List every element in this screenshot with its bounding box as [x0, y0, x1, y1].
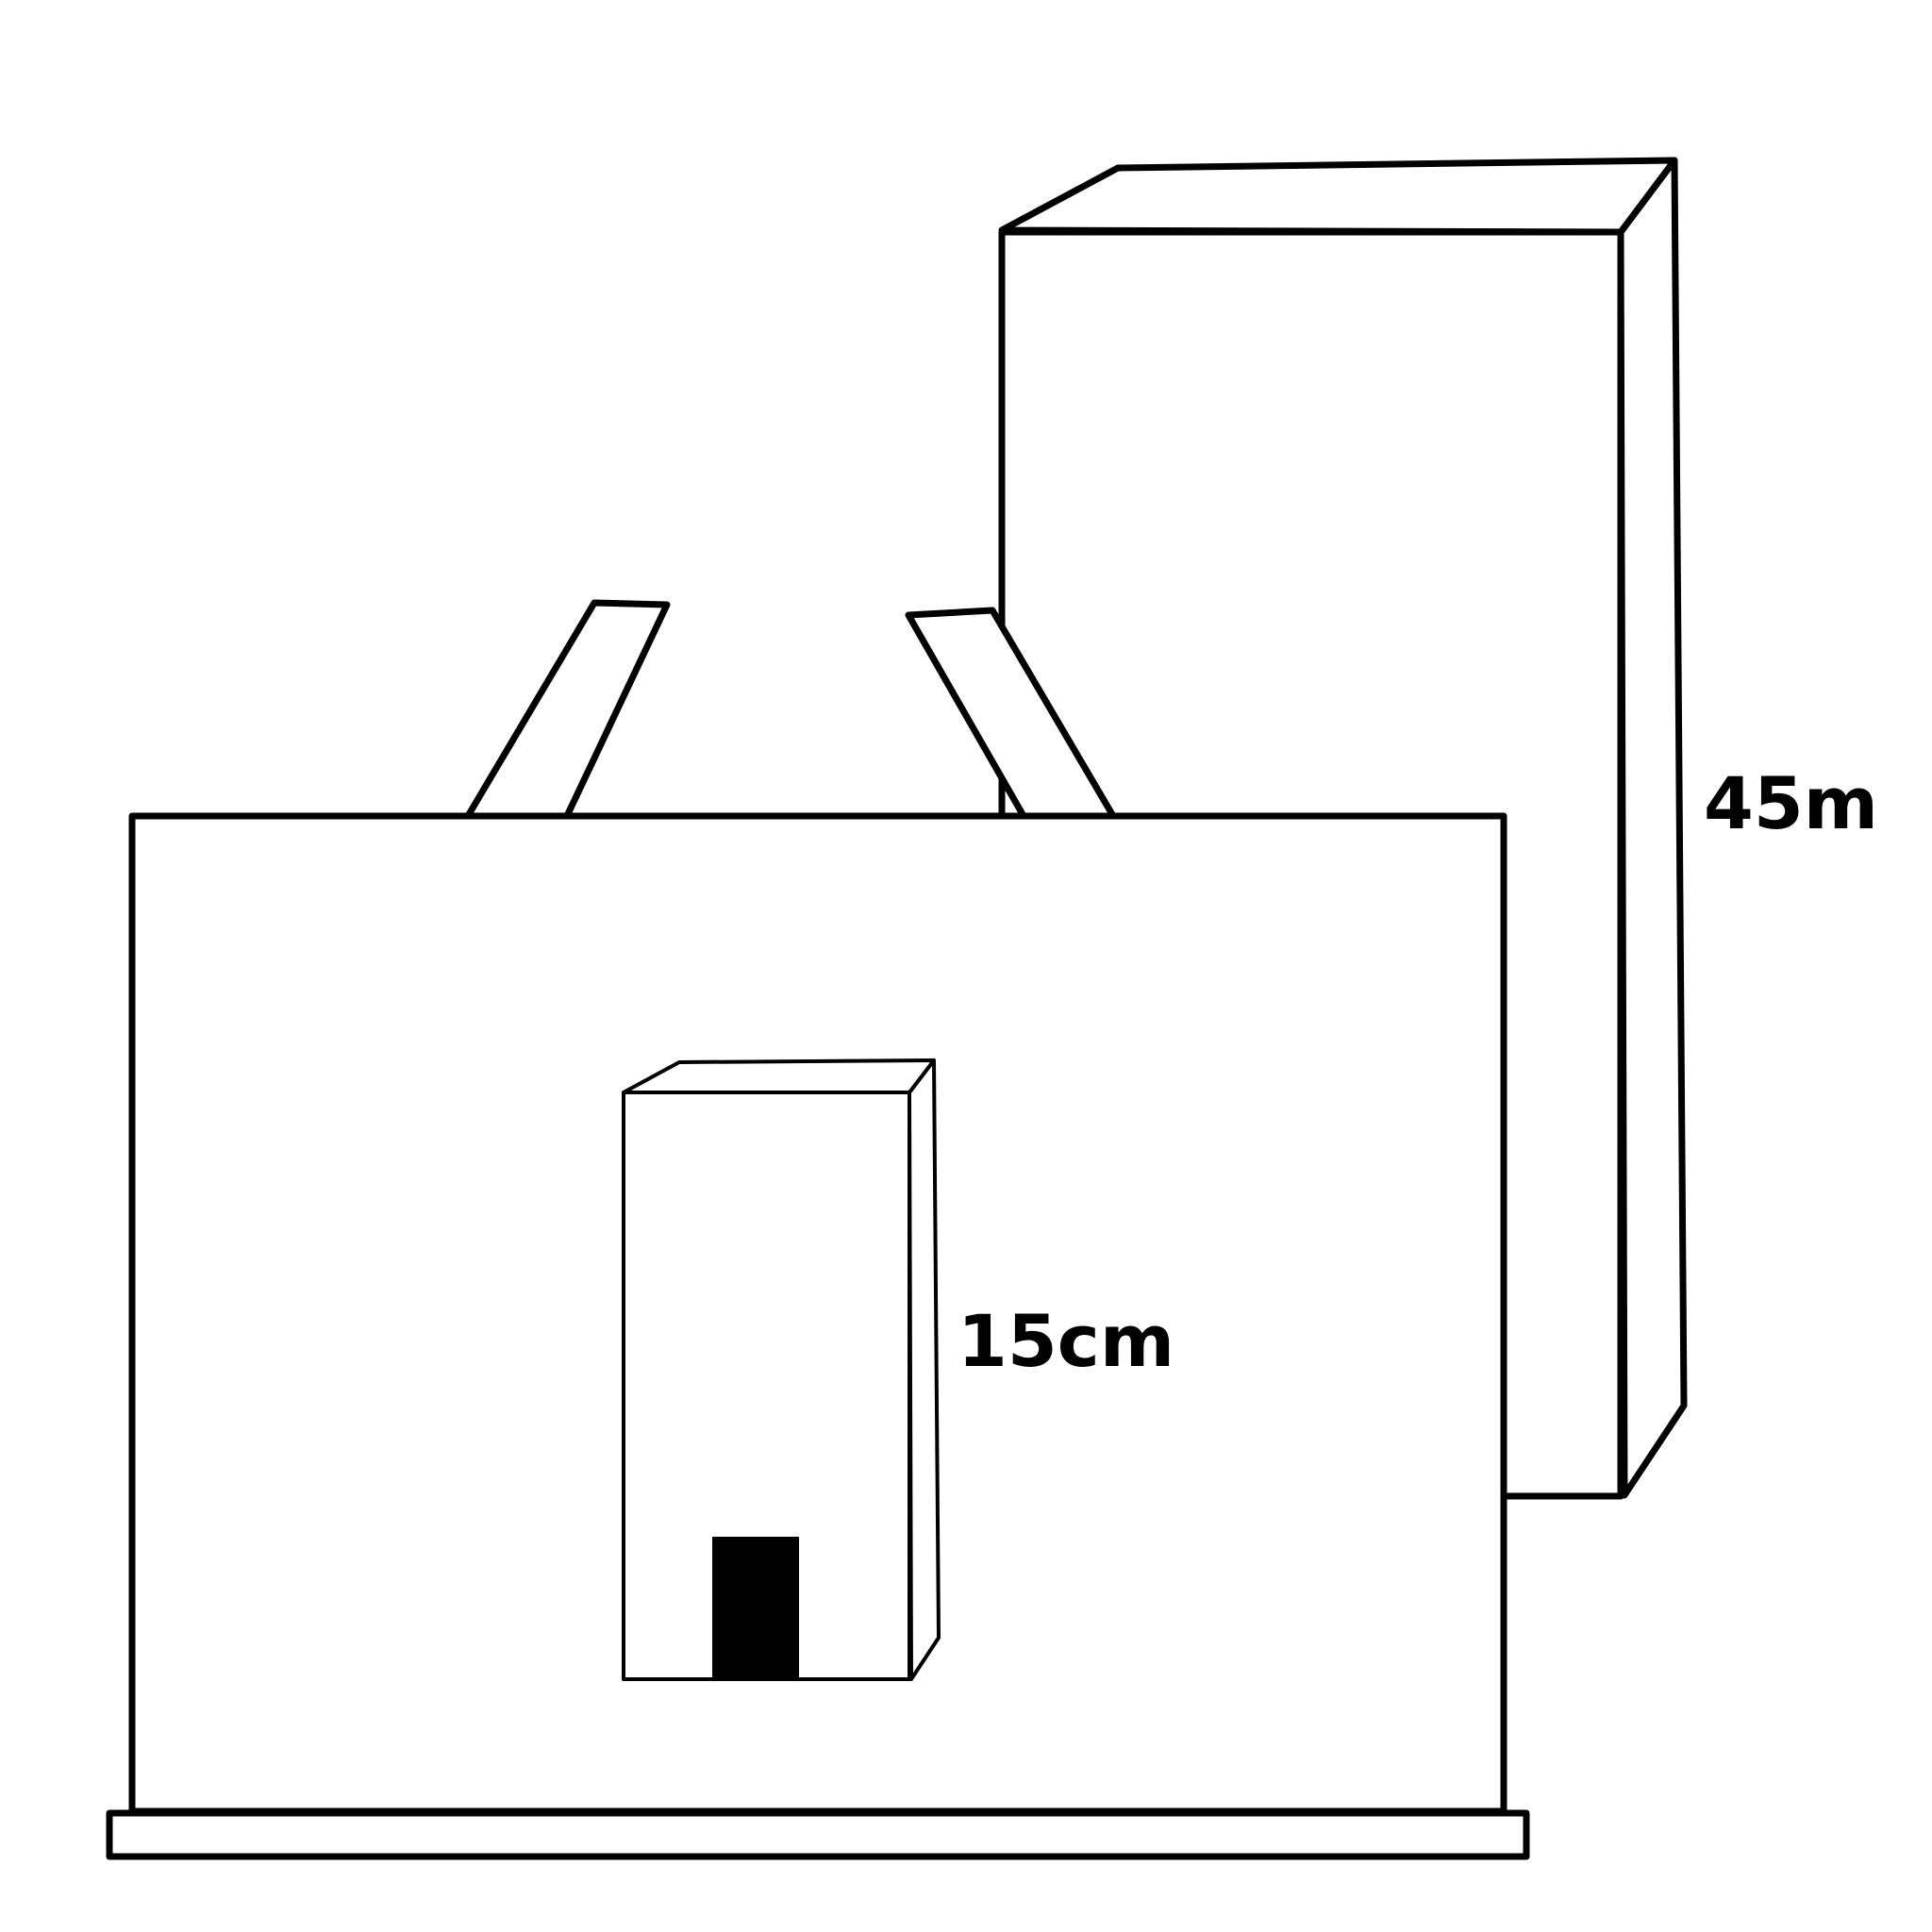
small-box-side-face: [908, 1058, 941, 1681]
small-box-height-label: 15cm: [958, 1299, 1174, 1383]
tall-building-top-face: [998, 157, 1678, 236]
tall-building-side-face: [1617, 157, 1688, 1499]
tall-building-height-label: 45m: [1704, 761, 1878, 845]
small-box-door: [712, 1537, 799, 1679]
big-box-base: [106, 1809, 1530, 1860]
small-box-top-face: [622, 1058, 936, 1094]
left-roof-slat: [464, 599, 671, 820]
small-box: [622, 1058, 941, 1681]
roof-slats: [464, 599, 1117, 820]
